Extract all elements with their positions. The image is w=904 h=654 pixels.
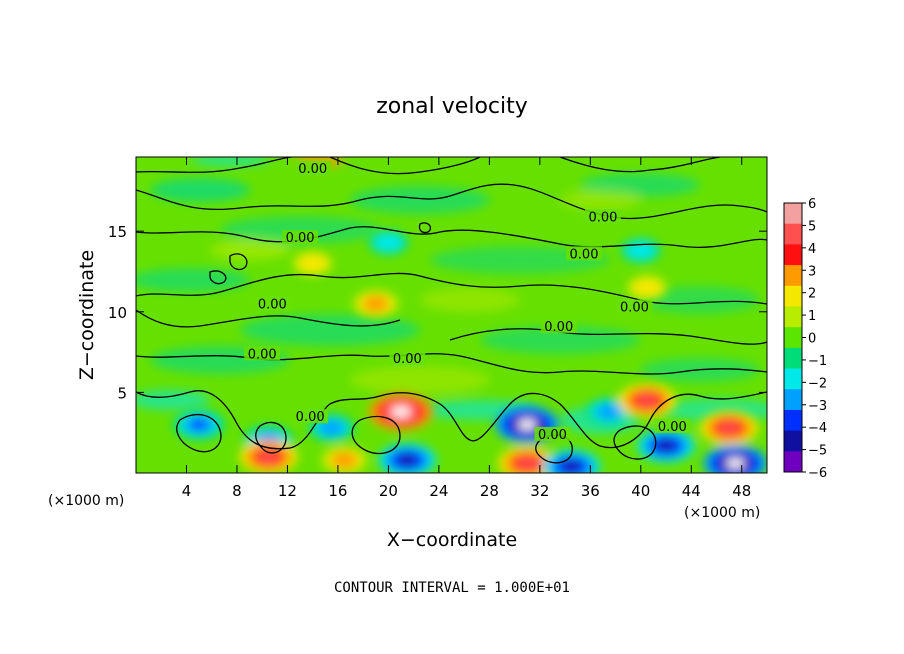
colorbar-swatch-2 — [784, 244, 802, 266]
contour-label-bg-6 — [584, 209, 621, 224]
contour-label-10: 0.00 — [538, 428, 567, 443]
colorbar-label-0: 6 — [808, 197, 816, 212]
anomaly-7-core — [518, 419, 537, 430]
x-tick-label-36: 36 — [581, 482, 600, 500]
y-tick-label-15: 15 — [108, 223, 127, 241]
plot-area: 0.00 0.00 0.00 0.00 0.00 0.00 0.00 0.00 0.00 0.00… — [108, 156, 768, 500]
contour-label-5: 0.00 — [296, 410, 325, 425]
contour-label-11: 0.00 — [658, 420, 687, 435]
contour-label-bg-2 — [254, 296, 291, 311]
contour-label-9: 0.00 — [544, 320, 573, 335]
anomaly-18-level-2 — [362, 295, 389, 312]
colorbar-swatch-1 — [784, 223, 802, 245]
colorbar-swatch-11 — [784, 430, 802, 452]
contour-interval-note: CONTOUR INTERVAL = 1.000E+01 — [334, 580, 570, 596]
colorbar-swatch-6 — [784, 327, 802, 349]
anomaly-2-level-3 — [258, 451, 279, 463]
colorbar-swatch-5 — [784, 306, 802, 328]
colorbar-swatch-10 — [784, 409, 802, 432]
colorbar-label-7: −1 — [808, 354, 827, 369]
contour-labels: 0.00 0.00 0.00 0.00 0.00 0.00 0.00 0.00 0.00 0.00… — [244, 160, 691, 443]
anomaly-12-level-3 — [656, 439, 676, 452]
colorbar-swatch-9 — [784, 389, 802, 411]
colorbar-label-2: 4 — [808, 242, 816, 257]
colorbar-label-4: 2 — [808, 287, 816, 302]
contour-label-3: 0.00 — [248, 347, 277, 362]
anomaly-9-level-3 — [561, 460, 582, 473]
y-axis-ticks: 5 10 15 — [108, 223, 767, 402]
anomaly-5-core — [392, 406, 410, 417]
contour-label-6: 0.00 — [588, 210, 617, 225]
colorbar-swatch-3 — [784, 265, 802, 287]
anomaly-10-level-2 — [596, 404, 623, 420]
colorbar-swatch-0 — [784, 203, 802, 225]
contour-label-bg-3 — [244, 346, 281, 361]
contour-label-1: 0.00 — [286, 231, 315, 246]
anomaly-13-level-3 — [719, 422, 739, 434]
x-tick-label-24: 24 — [429, 482, 448, 500]
contour-label-bg-10 — [534, 426, 571, 441]
colorbar-swatch-7 — [784, 347, 802, 370]
anomaly-4-level-2 — [331, 452, 358, 468]
anomaly-3-level-2 — [318, 420, 345, 436]
colorbar-label-3: 3 — [808, 264, 816, 279]
y-tick-label-5: 5 — [117, 384, 127, 402]
anomaly-14-core — [726, 458, 745, 469]
anomaly-19-level-1 — [297, 253, 329, 273]
colorbar-label-8: −2 — [808, 376, 827, 391]
x-unit-right: (×1000 m) — [684, 505, 760, 521]
colorbar: 6 5 4 3 2 1 0 −1 −2 −3 −4 −5 −6 — [783, 197, 827, 481]
x-axis-label: X−coordinate — [387, 529, 517, 551]
colorbar-label-5: 1 — [808, 309, 816, 324]
velocity-field: 0.00 0.00 0.00 0.00 0.00 0.00 0.00 0.00 0.00 0.00… — [136, 157, 767, 473]
contour-label-bg-5 — [292, 409, 329, 424]
contour-label-bg-1 — [282, 230, 319, 245]
x-axis-ticks: 4 8 12 16 20 24 28 32 36 40 44 48 — [182, 157, 751, 500]
anomaly-6-level-3 — [397, 454, 418, 466]
colorbar-label-12: −6 — [808, 466, 827, 481]
x-tick-label-28: 28 — [480, 482, 499, 500]
colorbar-label-11: −5 — [808, 444, 827, 459]
contour-label-0: 0.00 — [298, 162, 327, 177]
x-tick-label-48: 48 — [732, 482, 751, 500]
x-tick-label-32: 32 — [530, 482, 549, 500]
anomaly-0-level-3 — [190, 419, 208, 430]
anomaly-17-level-1 — [631, 278, 663, 298]
x-tick-label-4: 4 — [182, 482, 192, 500]
contour-label-7: 0.00 — [570, 247, 599, 262]
y-axis-label: Z−coordinate — [76, 250, 98, 380]
contour-label-4: 0.00 — [393, 352, 422, 367]
x-tick-label-12: 12 — [278, 482, 297, 500]
colorbar-swatch-12 — [784, 451, 802, 473]
y-tick-label-10: 10 — [108, 304, 127, 322]
contour-label-bg-0 — [294, 160, 331, 175]
anomaly-8-level-3 — [517, 457, 538, 470]
x-unit-left: (×1000 m) — [48, 493, 124, 509]
x-tick-label-40: 40 — [631, 482, 650, 500]
contour-label-bg-7 — [566, 246, 603, 261]
anomaly-16-level-1 — [625, 240, 657, 261]
contour-label-2: 0.00 — [258, 297, 287, 312]
x-tick-label-20: 20 — [379, 482, 398, 500]
colorbar-label-1: 5 — [808, 219, 816, 234]
contour-label-8: 0.00 — [620, 301, 649, 316]
contour-label-bg-4 — [389, 351, 426, 366]
anomaly-15-level-1 — [372, 232, 404, 252]
plot-frame — [135, 156, 768, 474]
colorbar-swatch-4 — [784, 285, 802, 307]
contour-label-bg-9 — [540, 318, 577, 333]
chart-title: zonal velocity — [376, 94, 528, 119]
anomaly-11-level-3 — [637, 394, 657, 407]
colorbar-label-10: −4 — [808, 421, 827, 436]
contour-label-bg-8 — [616, 299, 653, 314]
x-tick-label-16: 16 — [328, 482, 347, 500]
x-tick-label-44: 44 — [682, 482, 701, 500]
colorbar-swatch-8 — [784, 368, 802, 390]
x-tick-label-8: 8 — [232, 482, 242, 500]
contour-label-bg-11 — [654, 418, 691, 433]
colorbar-label-6: 0 — [808, 332, 816, 347]
colorbar-label-9: −3 — [808, 399, 827, 414]
